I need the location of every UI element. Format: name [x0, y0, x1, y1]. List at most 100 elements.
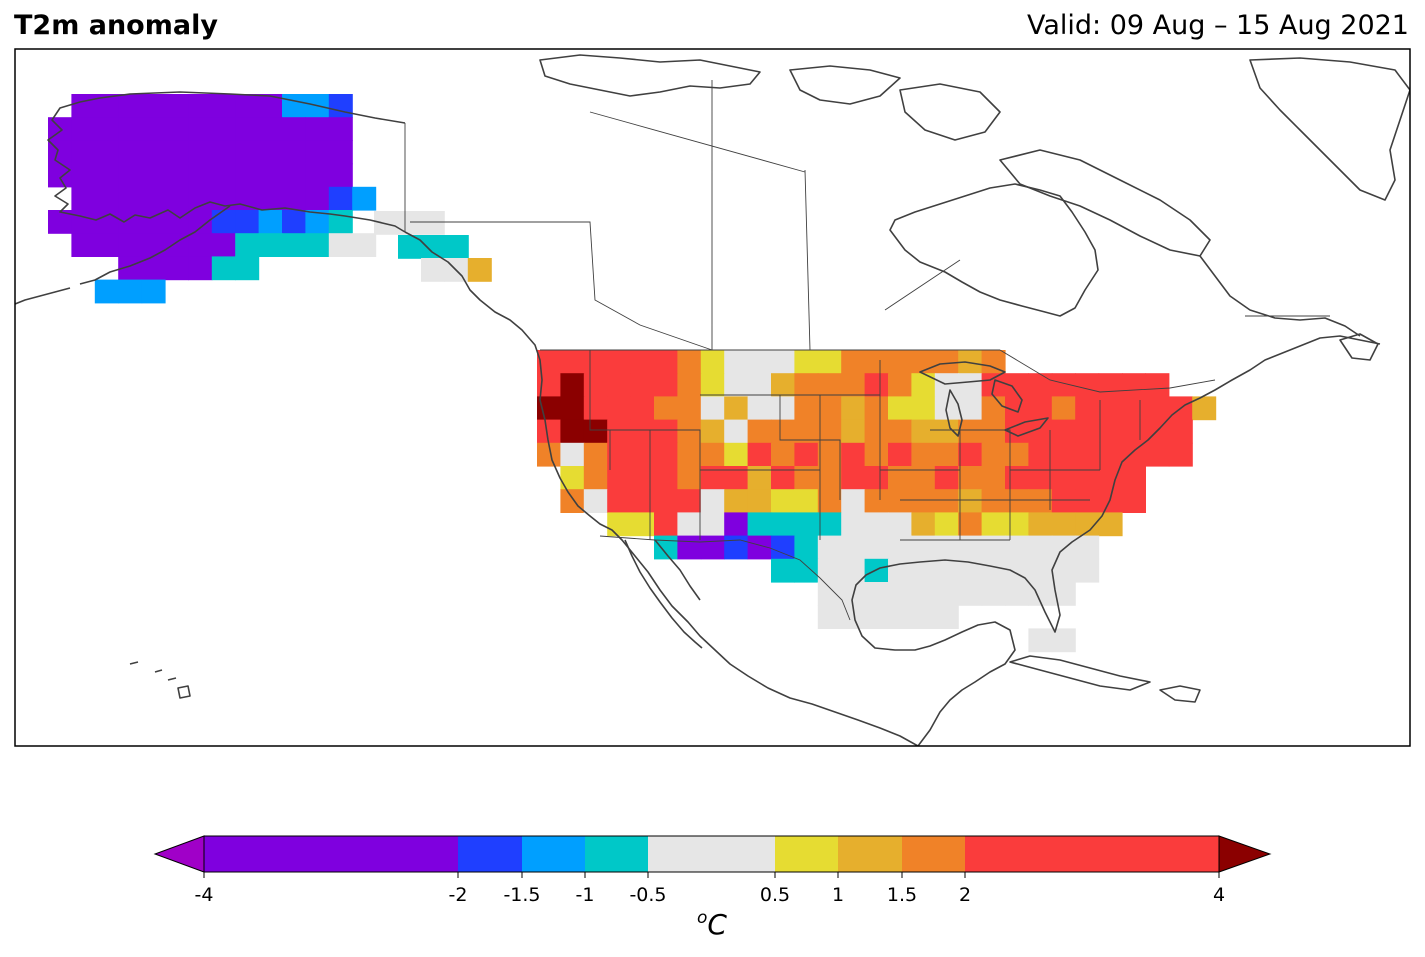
anomaly-cell [1075, 558, 1100, 583]
anomaly-cell [724, 535, 749, 560]
coastline-cuba [1009, 655, 1151, 691]
anomaly-cell [630, 489, 655, 513]
anomaly-cell [305, 210, 330, 234]
colorbar-tick-label: 2 [959, 884, 971, 906]
anomaly-cell [747, 350, 772, 374]
anomaly-cell [1075, 535, 1100, 560]
anomaly-cell [888, 466, 912, 490]
anomaly-cell [118, 117, 143, 141]
anomaly-cell [724, 512, 749, 537]
anomaly-cell [1028, 489, 1053, 513]
anomaly-cell [817, 489, 842, 513]
anomaly-cell [1005, 535, 1029, 560]
anomaly-cell [71, 163, 96, 188]
colorbar-outline [203, 835, 1220, 873]
anomaly-cell [771, 419, 795, 444]
anomaly-cell [1028, 535, 1053, 560]
coastline-lake-superior [919, 361, 1006, 385]
anomaly-cell [981, 442, 1006, 467]
anomaly-cell [141, 256, 166, 281]
colorbar-bin [775, 836, 838, 872]
colorbar-tick-label: -2 [449, 884, 468, 906]
anomaly-cell [1051, 489, 1076, 513]
coastline-lake-huron [991, 379, 1023, 413]
anomaly-cell [864, 419, 889, 444]
anomaly-cell [700, 419, 725, 444]
anomaly-cell [817, 442, 842, 467]
anomaly-cell [677, 466, 702, 490]
anomaly-cell [771, 489, 795, 513]
colorbar-unit-label: oC [697, 908, 727, 941]
colorbar-bin [838, 836, 902, 872]
anomaly-cell [841, 466, 866, 490]
anomaly-cell [841, 535, 866, 560]
anomaly-cell [677, 350, 702, 374]
anomaly-cell [118, 186, 143, 211]
anomaly-cell [118, 94, 143, 118]
anomaly-cell [794, 512, 819, 537]
anomaly-cell [537, 373, 561, 397]
anomaly-cell [1005, 373, 1029, 397]
anomaly-cell [654, 350, 678, 374]
anomaly-cell [654, 466, 678, 490]
anomaly-cell [48, 210, 72, 234]
anomaly-cell [747, 396, 772, 421]
anomaly-cell [235, 163, 260, 188]
anomaly-cell [794, 419, 819, 444]
anomaly-cell [560, 396, 585, 421]
anomaly-cell [864, 466, 889, 490]
anomaly-cell [817, 582, 842, 606]
anomaly-cell [1051, 582, 1076, 606]
anomaly-cell [677, 419, 702, 444]
anomaly-cell [841, 558, 866, 583]
anomaly-cell [1051, 442, 1076, 467]
anomaly-cell [911, 489, 936, 513]
anomaly-cell [817, 419, 842, 444]
anomaly-cell [48, 163, 72, 188]
anomaly-cell [305, 117, 330, 141]
valid-period: Valid: 09 Aug – 15 Aug 2021 [1026, 10, 1409, 41]
anomaly-cell [864, 489, 889, 513]
anomaly-cell [560, 373, 585, 397]
anomaly-cell [165, 94, 189, 118]
anomaly-cell [981, 350, 1006, 374]
anomaly-cell [328, 186, 353, 211]
anomaly-cell [700, 489, 725, 513]
anomaly-cell [141, 210, 166, 234]
anomaly-cell [141, 140, 166, 165]
anomaly-cell [958, 419, 983, 444]
anomaly-cell [771, 535, 795, 560]
coastline-arctic-2 [789, 65, 901, 105]
border-us-mexico [599, 535, 851, 621]
anomaly-cell [94, 94, 119, 118]
anomaly-cell [981, 466, 1006, 490]
anomaly-cell [211, 233, 236, 257]
anomaly-cell [958, 582, 983, 606]
anomaly-cell [305, 233, 330, 257]
anomaly-cell [607, 466, 632, 490]
colorbar-bin [965, 836, 1219, 872]
colorbar-bin [522, 836, 585, 872]
anomaly-cell [958, 489, 983, 513]
anomaly-cell [1098, 489, 1123, 513]
colorbar-under-triangle [153, 835, 205, 873]
anomaly-cell [888, 605, 912, 629]
colorbar-tick-label: -1 [576, 884, 595, 906]
anomaly-cell [282, 186, 306, 211]
anomaly-cell [328, 233, 353, 257]
anomaly-cell [211, 117, 236, 141]
anomaly-cell [841, 605, 866, 629]
anomaly-cell [305, 186, 330, 211]
anomaly-cell [1145, 396, 1170, 421]
anomaly-cell [165, 140, 189, 165]
anomaly-cell [911, 605, 936, 629]
colorbar-ticks: -4 -2 -1.5 -1 -0.5 0.5 1 1.5 2 4 [195, 872, 1225, 906]
anomaly-cell [841, 512, 866, 537]
anomaly-cell [1005, 512, 1029, 537]
anomaly-cell [328, 163, 353, 188]
anomaly-cell [188, 186, 213, 211]
anomaly-cell [165, 256, 189, 281]
anomaly-cell [958, 442, 983, 467]
coastline-alaska-peninsula [79, 205, 231, 285]
anomaly-cell [654, 373, 678, 397]
